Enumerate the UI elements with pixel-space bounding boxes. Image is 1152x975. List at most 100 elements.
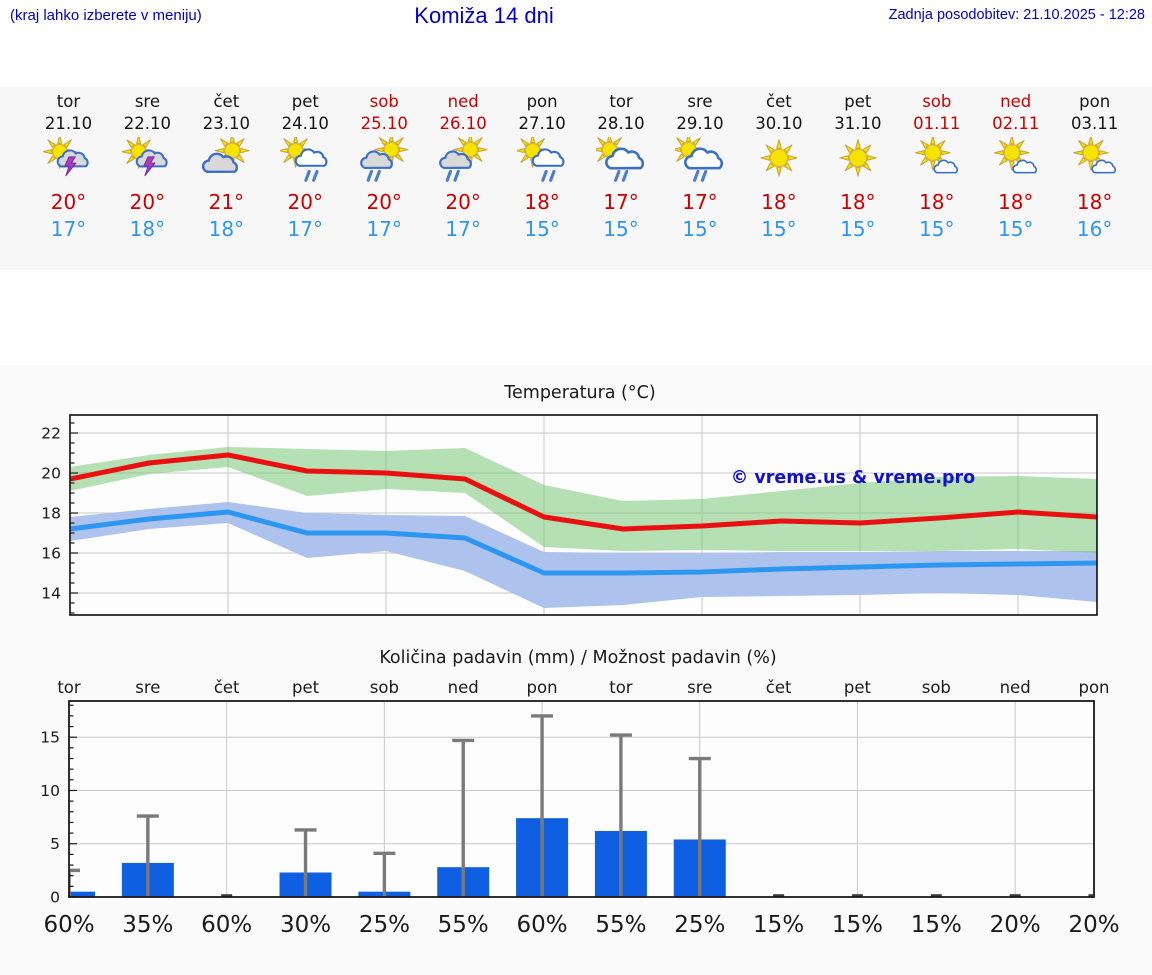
- precip-plot-border: [68, 700, 1095, 898]
- forecast-day-column: sob 25.10 20° 17°: [345, 91, 424, 242]
- watermark: © vreme.us & vreme.pro: [731, 468, 975, 488]
- temp-y-labels: 14 16 18 20 22: [41, 425, 61, 603]
- high-temp-label: 20°: [366, 190, 402, 214]
- probability-label: 30%: [280, 912, 331, 938]
- forecast-day-column: sre 22.10 20° 18°: [108, 91, 187, 242]
- high-temp-label: 20°: [445, 190, 481, 214]
- day-date-label: 21.10: [44, 113, 93, 133]
- forecast-day-column: pet 31.10 18° 15°: [818, 91, 897, 242]
- day-name-label: sob: [369, 92, 399, 111]
- temperature-chart-title: Temperatura (°C): [503, 383, 655, 403]
- temperature-chart: 14 16 18 20 22 Temperatura (°C) © vreme.us &…: [41, 383, 1098, 616]
- probability-label: 60%: [517, 912, 568, 938]
- day-label: sre: [687, 678, 712, 697]
- day-date-label: 29.10: [676, 113, 724, 133]
- day-name-label: pet: [844, 92, 872, 111]
- high-temp-label: 18°: [524, 190, 560, 214]
- day-name-label: sob: [922, 92, 952, 111]
- sun-rain-gray-icon: [360, 137, 409, 182]
- high-temp-label: 18°: [919, 190, 955, 214]
- low-temp-label: 15°: [524, 217, 560, 241]
- forecast-day-column: pon 27.10 18° 15°: [503, 91, 582, 242]
- probability-label: 60%: [43, 912, 94, 938]
- day-label: sob: [922, 678, 951, 697]
- probability-label: 60%: [201, 912, 252, 938]
- low-temp-label: 17°: [287, 217, 323, 241]
- day-date-label: 28.10: [597, 113, 645, 133]
- day-date-label: 26.10: [439, 113, 487, 133]
- last-update-label: Zadnja posodobitev: 21.10.2025 - 12:28: [888, 7, 1145, 23]
- forecast-day-column: čet 30.10 18° 15°: [739, 91, 818, 242]
- high-temp-label: 20°: [287, 190, 323, 214]
- low-temp-label: 18°: [129, 217, 166, 241]
- day-name-label: čet: [766, 92, 792, 111]
- sun-small-cloud-icon: [914, 137, 958, 174]
- probability-label: 25%: [359, 912, 410, 938]
- forecast-day-column: sob 01.11 18° 15°: [897, 91, 976, 242]
- sun-cloud-icon: [202, 137, 251, 174]
- probability-label: 15%: [911, 912, 962, 938]
- precip-zero-marker: [1088, 894, 1094, 897]
- day-name-label: tor: [56, 92, 81, 111]
- precip-whiskers: [69, 714, 711, 897]
- low-temp-label: 17°: [50, 217, 87, 241]
- high-temp-label: 21°: [208, 190, 245, 214]
- forecast-day-column: pet 24.10 20° 17°: [266, 91, 345, 242]
- low-temp-label: 17°: [445, 217, 481, 241]
- min-temperature-range-band: [70, 502, 1097, 608]
- day-date-label: 24.10: [281, 113, 329, 133]
- precip-y-labels: 0 5 10 15: [40, 729, 60, 907]
- low-temp-label: 17°: [366, 217, 402, 241]
- day-label: pet: [844, 678, 872, 697]
- y-tick-label: 10: [40, 782, 60, 800]
- day-date-label: 03.11: [1071, 113, 1119, 133]
- day-label: ned: [1000, 678, 1031, 697]
- y-tick-label: 16: [41, 545, 61, 563]
- precip-gridlines: [69, 701, 1094, 897]
- precipitation-plot: tor sre čet pet sob ned pon tor sre čet pet sob ned p…: [40, 678, 1119, 938]
- temp-lines: [70, 452, 1097, 576]
- sun-rain-big-icon: [596, 137, 645, 182]
- day-name-label: sre: [134, 92, 160, 111]
- low-temp-label: 15°: [603, 217, 639, 241]
- sun-rain-icon: [517, 137, 565, 182]
- sun-storm-icon: [122, 137, 169, 177]
- high-temp-label: 20°: [50, 190, 87, 214]
- low-temp-label: 16°: [1076, 217, 1113, 241]
- day-date-label: 02.11: [992, 113, 1040, 133]
- high-temp-label: 20°: [129, 190, 166, 214]
- day-name-label: sre: [687, 92, 713, 111]
- day-label: ned: [448, 678, 479, 697]
- low-temp-label: 15°: [840, 217, 876, 241]
- precip-bar: [69, 891, 95, 897]
- location-menu-hint: (kraj lahko izberete v meniju): [10, 7, 202, 24]
- high-temp-label: 17°: [682, 190, 718, 214]
- max-temperature-line: [70, 452, 1097, 532]
- day-label: pon: [1078, 678, 1109, 697]
- precip-day-labels: tor sre čet pet sob ned pon tor sre čet pet sob ned p…: [57, 678, 1109, 697]
- temp-plot-border: [69, 414, 1098, 616]
- precip-zero-marker: [773, 894, 785, 897]
- forecast-day-column: ned 02.11 18° 15°: [976, 91, 1055, 242]
- day-label: tor: [609, 678, 633, 697]
- y-tick-label: 5: [50, 835, 60, 853]
- low-temp-label: 15°: [761, 217, 797, 241]
- y-tick-label: 0: [50, 889, 60, 907]
- day-name-label: ned: [1000, 92, 1032, 111]
- day-date-label: 27.10: [518, 113, 566, 133]
- day-date-label: 23.10: [202, 113, 250, 133]
- probability-label: 15%: [832, 912, 883, 938]
- y-tick-label: 15: [40, 729, 60, 747]
- sun-icon: [839, 139, 877, 177]
- high-temp-label: 18°: [1076, 190, 1113, 214]
- high-temp-label: 18°: [997, 190, 1034, 214]
- forecast-day-column: ned 26.10 20° 17°: [424, 91, 503, 242]
- forecast-day-column: tor 28.10 17° 15°: [582, 91, 661, 242]
- probability-label: 15%: [753, 912, 804, 938]
- sun-rain-icon: [280, 137, 328, 182]
- precip-zero-marker: [930, 894, 942, 897]
- day-label: sre: [135, 678, 160, 697]
- page-title: Komiža 14 dni: [414, 3, 554, 28]
- forecast-day-column: pon 03.11 18° 16°: [1055, 91, 1134, 242]
- high-temp-label: 17°: [603, 190, 639, 214]
